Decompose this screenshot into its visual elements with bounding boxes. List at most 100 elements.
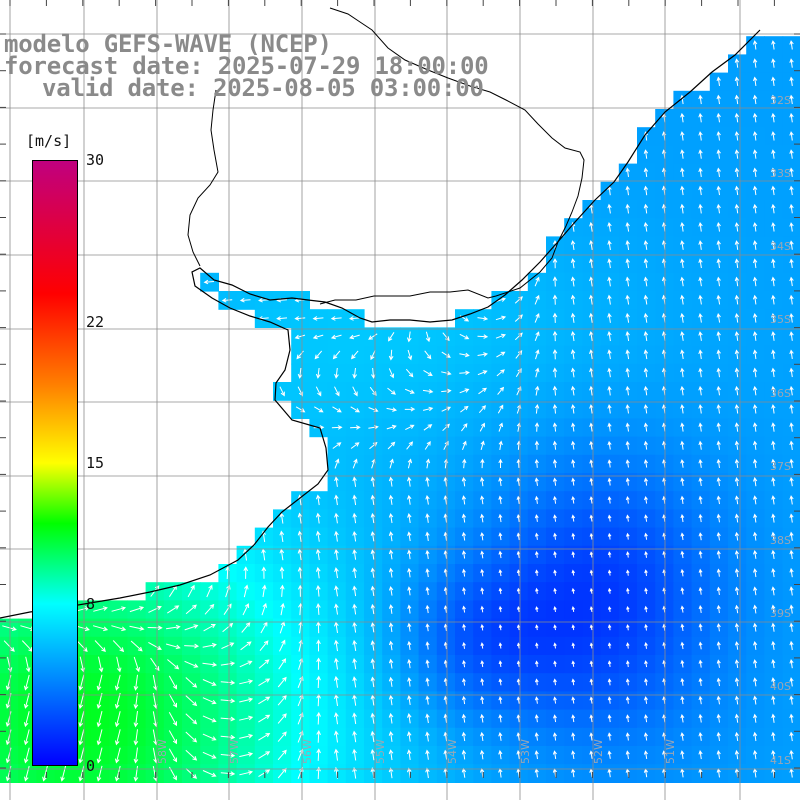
wind-arrow <box>114 765 121 782</box>
wind-arrow <box>752 258 758 269</box>
wind-arrow <box>589 750 594 759</box>
wind-arrow <box>388 476 394 487</box>
wind-arrow <box>352 766 357 779</box>
wind-arrow <box>789 94 794 105</box>
wind-arrow <box>334 386 340 397</box>
wind-arrow <box>698 240 703 250</box>
wind-arrow <box>480 513 485 523</box>
wind-arrow <box>535 367 540 378</box>
wind-arrow <box>478 405 486 414</box>
wind-arrow <box>771 404 776 414</box>
wind-arrow <box>202 715 217 723</box>
wind-arrow <box>789 149 794 159</box>
wind-arrow <box>389 458 394 469</box>
wind-arrow <box>534 440 540 450</box>
wind-arrow <box>771 440 776 450</box>
wind-arrow <box>221 642 235 650</box>
wind-arrow <box>459 333 470 340</box>
wind-arrow <box>425 494 430 505</box>
wind-arrow <box>771 677 776 687</box>
wind-arrow <box>23 692 30 709</box>
lat-label-33s: 33S <box>770 167 791 180</box>
wind-arrow <box>480 660 485 668</box>
wind-arrow <box>535 642 539 649</box>
wind-arrow <box>261 566 267 579</box>
wind-arrow <box>625 349 630 360</box>
wind-arrow <box>607 732 612 741</box>
wind-arrow <box>789 203 794 214</box>
wind-arrow <box>698 677 703 686</box>
wind-arrow <box>680 440 685 450</box>
wind-arrow <box>441 388 452 394</box>
wind-arrow <box>571 642 575 649</box>
wind-arrow <box>516 532 521 541</box>
wind-arrow <box>698 586 703 595</box>
wind-arrow <box>534 313 540 323</box>
wind-arrow <box>168 693 177 708</box>
wind-arrow <box>789 658 794 669</box>
wind-arrow <box>734 58 740 68</box>
wind-arrow <box>498 495 503 505</box>
wind-arrow <box>698 367 703 378</box>
wind-arrow <box>752 349 758 360</box>
wind-arrow <box>388 640 394 651</box>
wind-arrow <box>203 624 216 632</box>
wind-arrow <box>516 624 521 631</box>
wind-arrow <box>515 350 523 359</box>
wind-arrow <box>315 530 321 542</box>
wind-arrow <box>625 203 630 214</box>
wind-arrow <box>534 477 539 486</box>
lat-label-40s: 40S <box>770 680 791 693</box>
wind-arrow <box>370 640 376 651</box>
wind-arrow <box>625 385 630 396</box>
wind-arrow <box>607 459 612 468</box>
wind-arrow <box>680 659 685 668</box>
wind-arrow <box>553 532 557 540</box>
wind-arrow <box>23 674 30 691</box>
wind-arrow <box>148 641 162 650</box>
wind-arrow <box>789 440 794 450</box>
wind-arrow <box>734 458 739 468</box>
wind-arrow <box>534 294 540 305</box>
wind-arrow <box>680 695 685 705</box>
wind-arrow <box>734 294 740 305</box>
wind-arrow <box>258 696 271 705</box>
wind-arrow <box>459 352 470 358</box>
wind-arrow <box>571 696 576 704</box>
wind-arrow <box>96 747 103 764</box>
wind-arrow <box>771 76 776 86</box>
wind-arrow <box>625 477 630 486</box>
wind-arrow <box>680 605 685 613</box>
wind-arrow <box>352 748 357 761</box>
wind-arrow <box>239 697 254 703</box>
wind-arrow <box>753 586 758 596</box>
wind-arrow <box>716 94 721 105</box>
wind-arrow <box>680 677 685 686</box>
wind-arrow <box>407 458 413 469</box>
wind-arrow <box>789 312 794 323</box>
wind-arrow <box>589 732 594 741</box>
wind-arrow <box>789 367 794 378</box>
wind-arrow <box>752 294 758 305</box>
wind-arrow <box>552 276 558 287</box>
wind-arrow <box>789 385 794 396</box>
wind-arrow <box>534 532 539 540</box>
wind-arrow <box>334 567 339 579</box>
wind-arrow <box>680 623 685 631</box>
wind-arrow <box>461 423 468 432</box>
wind-arrow <box>771 531 776 541</box>
wind-arrow <box>716 604 721 614</box>
wind-arrow <box>296 350 304 360</box>
wind-arrow <box>680 732 685 741</box>
wind-arrow <box>698 203 703 214</box>
wind-arrow <box>589 276 594 287</box>
wind-arrow <box>552 367 558 378</box>
wind-arrow <box>480 695 485 705</box>
wind-arrow <box>297 566 303 579</box>
wind-arrow <box>332 350 341 360</box>
wind-arrow <box>570 276 576 287</box>
wind-arrow <box>716 312 721 323</box>
wind-arrow <box>643 240 649 250</box>
lon-label-57w: 57W <box>228 739 241 764</box>
wind-arrow <box>716 149 721 159</box>
